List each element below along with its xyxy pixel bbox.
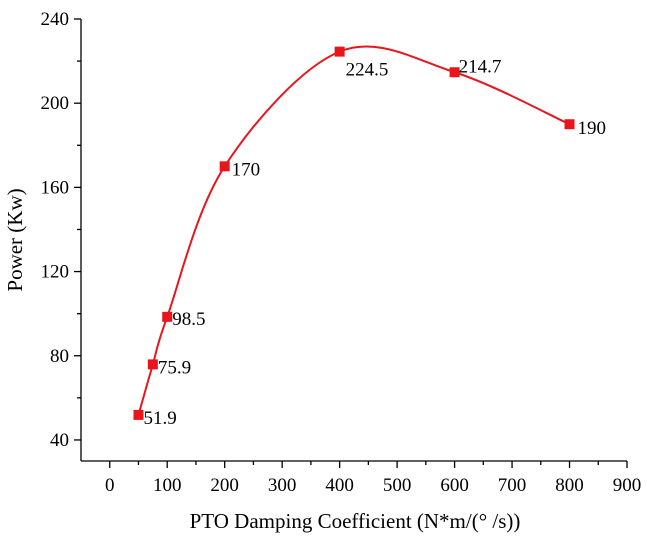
y-tick-label: 160 (41, 177, 70, 198)
series-line (137, 45, 570, 416)
x-tick-label: 900 (613, 475, 642, 496)
data-marker (449, 67, 460, 78)
y-tick-label: 240 (41, 9, 70, 30)
x-tick-label: 500 (383, 475, 412, 496)
x-tick-label: 300 (268, 475, 297, 496)
data-labels: 51.9 75.9 98.5 170 224.5 214.7 190 (143, 56, 606, 429)
data-label: 51.9 (143, 408, 176, 429)
x-tick-label: 600 (440, 475, 469, 496)
data-label: 190 (578, 118, 607, 139)
data-marker (564, 119, 575, 130)
data-label: 214.7 (459, 56, 502, 77)
data-label: 75.9 (158, 357, 191, 378)
data-marker (147, 359, 158, 370)
data-marker (133, 409, 144, 420)
y-axis-ticks: 40 80 120 160 200 240 (41, 9, 81, 451)
x-tick-label: 0 (105, 475, 115, 496)
x-axis-ticks: 0 100 200 300 400 500 600 700 800 900 (105, 461, 641, 496)
y-axis-title: Power (Kw) (3, 188, 27, 291)
y-tick-label: 40 (50, 430, 69, 451)
x-tick-label: 400 (325, 475, 354, 496)
data-label: 170 (232, 159, 261, 180)
y-tick-label: 200 (41, 93, 70, 114)
y-tick-label: 80 (50, 346, 69, 367)
data-label: 224.5 (346, 60, 389, 81)
x-tick-label: 100 (153, 475, 182, 496)
x-axis-title: PTO Damping Coefficient (N*m/(° /s)) (190, 509, 521, 533)
x-tick-label: 700 (498, 475, 527, 496)
data-label: 98.5 (172, 309, 205, 330)
x-tick-label: 800 (555, 475, 584, 496)
y-tick-label: 120 (41, 262, 70, 283)
data-marker (334, 46, 345, 57)
data-marker (162, 311, 173, 322)
data-marker (219, 161, 230, 172)
x-tick-label: 200 (210, 475, 239, 496)
data-markers (133, 46, 575, 420)
